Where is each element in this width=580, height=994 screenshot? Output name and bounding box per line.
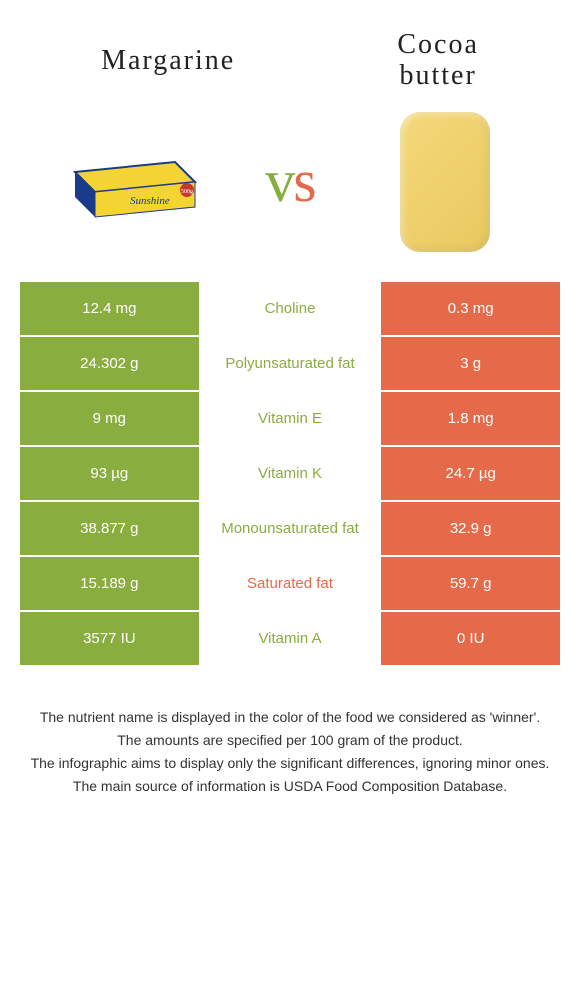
footer-line-4: The main source of information is USDA F… [30,776,550,797]
table-row: 15.189 gSaturated fat59.7 g [20,557,560,610]
title-right-line2: butter [397,61,479,92]
cell-nutrient-name: Choline [201,282,380,335]
cell-nutrient-name: Saturated fat [201,557,380,610]
cell-left-value: 93 µg [20,447,199,500]
cell-right-value: 0 IU [381,612,560,665]
footer-line-1: The nutrient name is displayed in the co… [30,707,550,728]
cell-left-value: 24.302 g [20,337,199,390]
images-row: Sunshine 500g vs [0,102,580,282]
cell-nutrient-name: Monounsaturated fat [201,502,380,555]
title-right-line1: Cocoa [397,30,479,61]
cell-nutrient-name: Vitamin E [201,392,380,445]
cocoa-butter-image [365,122,525,242]
table-row: 38.877 gMonounsaturated fat32.9 g [20,502,560,555]
title-left: Margarine [101,45,235,77]
footer-line-2: The amounts are specified per 100 gram o… [30,730,550,751]
vs-label: vs [265,147,314,216]
nutrient-table: 12.4 mgCholine0.3 mg24.302 gPolyunsatura… [20,282,560,665]
cell-left-value: 12.4 mg [20,282,199,335]
svg-text:500g: 500g [181,189,193,195]
cell-left-value: 9 mg [20,392,199,445]
cell-right-value: 32.9 g [381,502,560,555]
cell-nutrient-name: Vitamin K [201,447,380,500]
footer: The nutrient name is displayed in the co… [0,667,580,819]
table-row: 93 µgVitamin K24.7 µg [20,447,560,500]
table-row: 3577 IUVitamin A0 IU [20,612,560,665]
title-right: Cocoa butter [397,30,479,92]
vs-s: s [293,148,314,214]
margarine-image: Sunshine 500g [55,122,215,242]
footer-line-3: The infographic aims to display only the… [30,753,550,774]
cell-left-value: 15.189 g [20,557,199,610]
cell-right-value: 59.7 g [381,557,560,610]
cell-right-value: 24.7 µg [381,447,560,500]
vs-v: v [265,148,293,214]
cell-left-value: 38.877 g [20,502,199,555]
cell-right-value: 1.8 mg [381,392,560,445]
cell-nutrient-name: Vitamin A [201,612,380,665]
header: Margarine Cocoa butter [0,0,580,102]
cell-right-value: 3 g [381,337,560,390]
table-row: 12.4 mgCholine0.3 mg [20,282,560,335]
cell-left-value: 3577 IU [20,612,199,665]
svg-text:Sunshine: Sunshine [130,195,170,207]
cell-nutrient-name: Polyunsaturated fat [201,337,380,390]
cell-right-value: 0.3 mg [381,282,560,335]
table-row: 24.302 gPolyunsaturated fat3 g [20,337,560,390]
table-row: 9 mgVitamin E1.8 mg [20,392,560,445]
